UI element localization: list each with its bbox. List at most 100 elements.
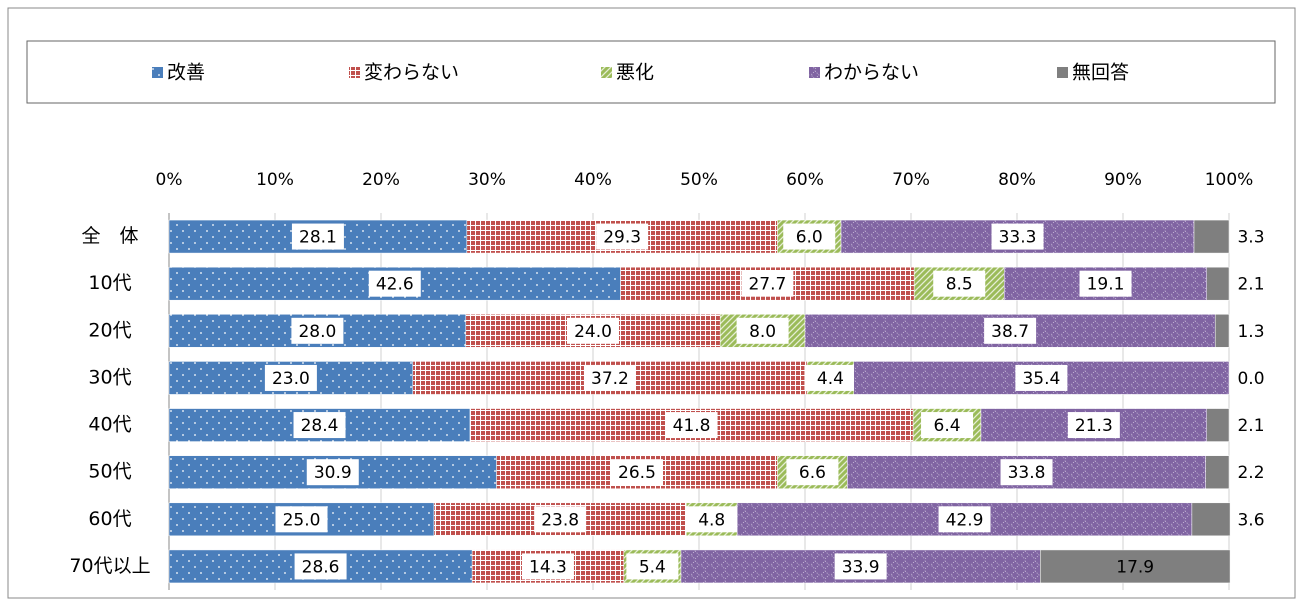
data-label: 23.0 bbox=[272, 369, 310, 389]
data-label: 35.4 bbox=[1022, 369, 1060, 389]
data-label-bg bbox=[368, 270, 421, 297]
legend-swatch bbox=[152, 67, 163, 78]
data-label-bg bbox=[685, 506, 738, 533]
data-label: 8.5 bbox=[946, 275, 973, 295]
data-label-bg bbox=[933, 270, 986, 297]
data-label: 0.0 bbox=[1237, 369, 1264, 389]
data-label: 1.3 bbox=[1237, 322, 1264, 342]
data-label-bg bbox=[1015, 364, 1068, 391]
data-label: 28.0 bbox=[298, 322, 336, 342]
bar-segment bbox=[1214, 314, 1230, 348]
data-label: 26.5 bbox=[618, 463, 656, 483]
data-label-bg bbox=[938, 506, 991, 533]
data-label: 28.4 bbox=[301, 416, 339, 436]
data-label: 4.4 bbox=[817, 369, 844, 389]
data-label-bg bbox=[665, 412, 718, 439]
data-label: 4.8 bbox=[698, 510, 725, 530]
legend-swatch bbox=[809, 67, 820, 78]
data-label: 33.3 bbox=[999, 228, 1037, 248]
data-label: 6.0 bbox=[796, 228, 823, 248]
data-label: 19.1 bbox=[1087, 275, 1125, 295]
y-tick-label: 40代 bbox=[88, 414, 131, 436]
data-label-bg bbox=[741, 270, 794, 297]
data-label: 25.0 bbox=[283, 510, 321, 530]
bar-segment bbox=[1191, 502, 1231, 537]
y-tick-label: 70代以上 bbox=[69, 555, 150, 577]
data-label-bg bbox=[783, 223, 836, 250]
data-label-bg bbox=[294, 553, 347, 580]
x-tick-label: 100% bbox=[1205, 170, 1254, 190]
x-tick-label: 0% bbox=[156, 170, 183, 190]
data-label-bg bbox=[1079, 270, 1132, 297]
chart-frame bbox=[7, 7, 1296, 599]
x-tick-label: 50% bbox=[680, 170, 718, 190]
legend-swatch bbox=[1057, 67, 1068, 78]
data-label: 41.8 bbox=[673, 416, 711, 436]
data-label-bg bbox=[291, 223, 344, 250]
data-label: 5.4 bbox=[639, 557, 666, 577]
data-label-bg bbox=[596, 223, 649, 250]
bar-segment bbox=[1206, 266, 1230, 301]
bar-segment bbox=[1205, 455, 1230, 489]
x-tick-label: 40% bbox=[574, 170, 612, 190]
data-label-bg bbox=[626, 553, 679, 580]
data-label-bg bbox=[804, 364, 857, 391]
data-label-bg bbox=[275, 506, 328, 533]
data-label: 3.3 bbox=[1237, 228, 1264, 248]
data-label-bg bbox=[984, 317, 1037, 344]
legend-label: 無回答 bbox=[1072, 62, 1129, 84]
data-label-bg bbox=[991, 223, 1044, 250]
data-label-bg bbox=[567, 317, 619, 344]
data-label: 29.3 bbox=[603, 228, 641, 248]
bar-segment bbox=[1193, 219, 1230, 254]
x-tick-label: 20% bbox=[362, 170, 400, 190]
data-label-bg bbox=[291, 317, 344, 344]
x-tick-label: 70% bbox=[892, 170, 930, 190]
x-tick-label: 60% bbox=[786, 170, 824, 190]
data-label-bg bbox=[610, 459, 663, 486]
y-tick-label: 50代 bbox=[88, 461, 131, 483]
y-tick-label: 10代 bbox=[88, 272, 131, 294]
x-tick-label: 10% bbox=[256, 170, 294, 190]
data-label: 42.9 bbox=[946, 510, 984, 530]
data-label: 23.8 bbox=[541, 510, 579, 530]
x-tick-label: 80% bbox=[998, 170, 1036, 190]
y-tick-label: 30代 bbox=[88, 366, 131, 388]
bar-segment bbox=[1206, 408, 1230, 442]
legend-label: 悪化 bbox=[616, 62, 654, 84]
data-label: 14.3 bbox=[529, 557, 567, 577]
data-label: 33.9 bbox=[842, 557, 880, 577]
data-label-bg bbox=[786, 459, 839, 486]
y-tick-label: 全 体 bbox=[81, 225, 138, 247]
data-label: 2.1 bbox=[1237, 275, 1264, 295]
x-tick-label: 30% bbox=[468, 170, 506, 190]
data-label: 27.7 bbox=[748, 275, 786, 295]
data-label-bg bbox=[293, 412, 346, 439]
data-label: 28.1 bbox=[299, 228, 337, 248]
data-label-bg bbox=[736, 317, 789, 344]
data-label-bg bbox=[834, 553, 887, 580]
data-label: 6.4 bbox=[934, 416, 961, 436]
data-label-bg bbox=[534, 506, 587, 533]
y-tick-label: 60代 bbox=[88, 508, 131, 530]
data-label: 17.9 bbox=[1116, 557, 1154, 577]
y-tick-label: 20代 bbox=[88, 319, 131, 341]
data-label: 6.6 bbox=[799, 463, 826, 483]
legend-swatch bbox=[349, 67, 360, 78]
data-label-bg bbox=[521, 553, 574, 580]
data-label: 8.0 bbox=[749, 322, 776, 342]
data-label-bg bbox=[1067, 412, 1120, 439]
data-label: 24.0 bbox=[574, 322, 612, 342]
data-label: 38.7 bbox=[991, 322, 1029, 342]
data-label-bg bbox=[306, 459, 359, 486]
data-label-bg bbox=[264, 364, 317, 391]
data-label: 28.6 bbox=[302, 557, 340, 577]
data-label: 2.1 bbox=[1237, 416, 1264, 436]
data-label: 33.8 bbox=[1008, 463, 1046, 483]
data-label: 3.6 bbox=[1237, 510, 1264, 530]
data-label: 37.2 bbox=[591, 369, 629, 389]
data-label: 30.9 bbox=[314, 463, 352, 483]
data-label: 21.3 bbox=[1075, 416, 1113, 436]
legend-label: 変わらない bbox=[364, 62, 459, 84]
